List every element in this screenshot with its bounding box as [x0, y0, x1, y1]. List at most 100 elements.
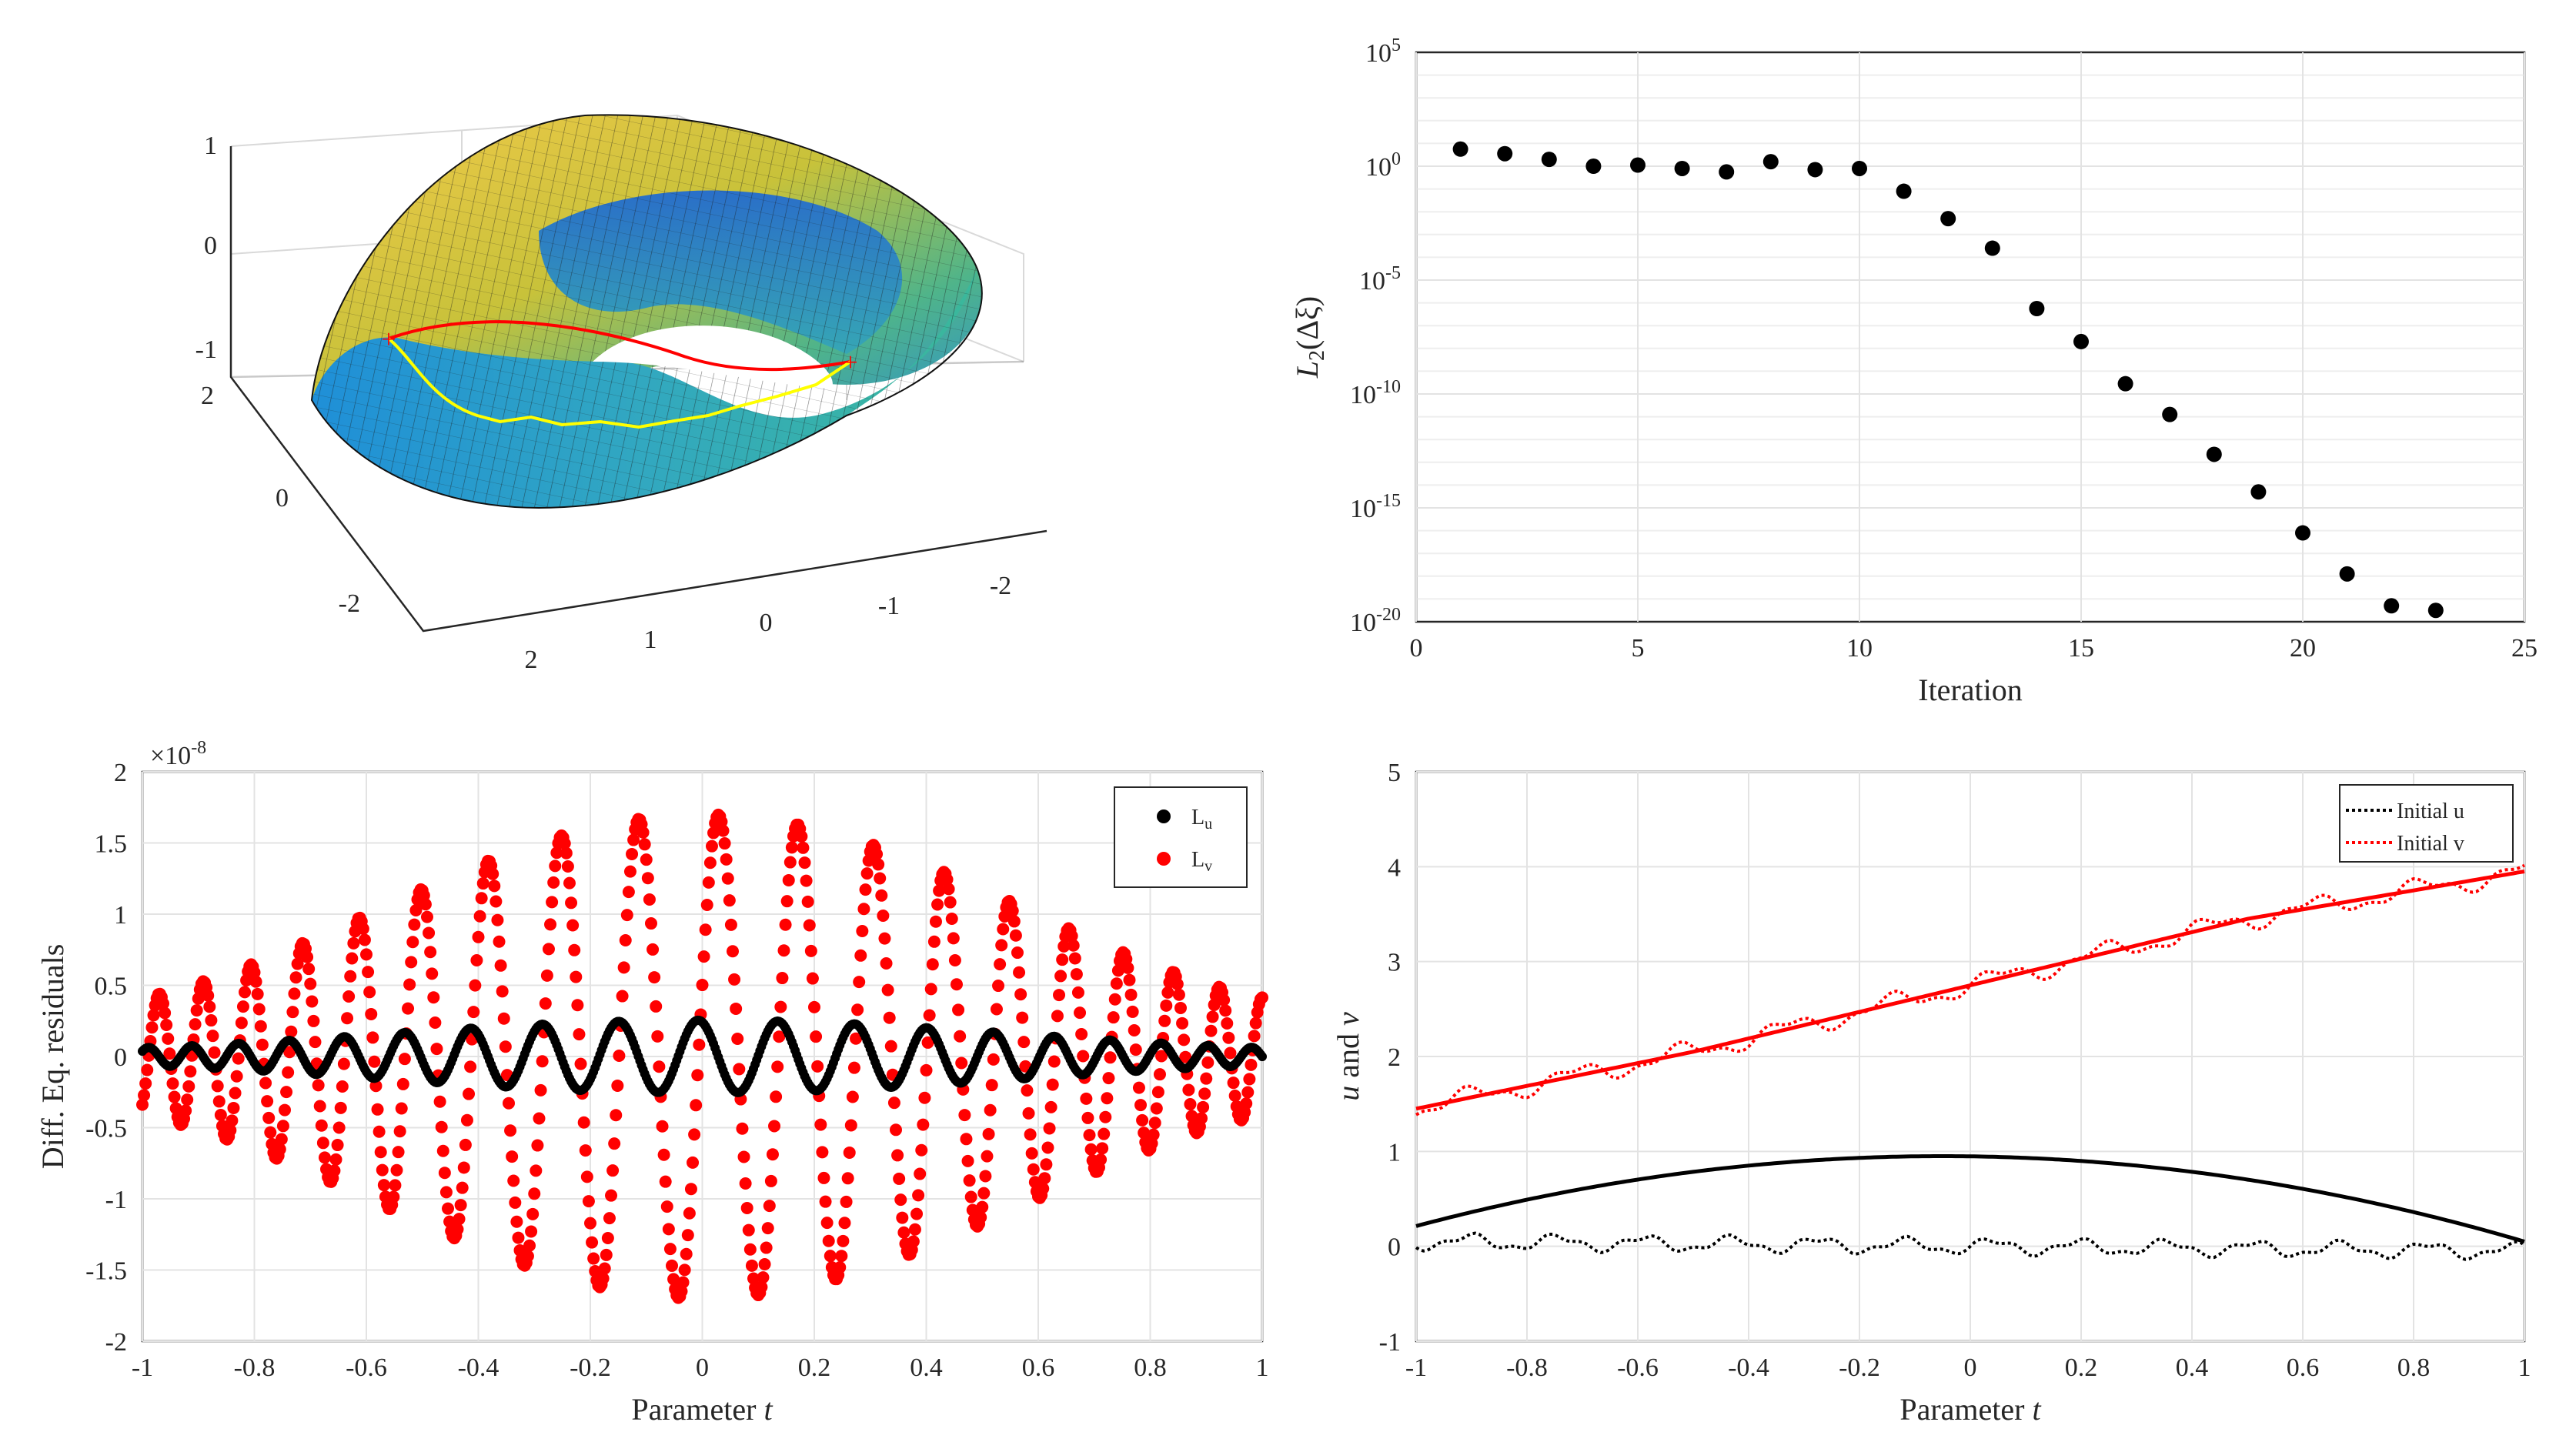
lv-point: [560, 846, 573, 860]
lv-point: [547, 876, 560, 889]
data-point: [1497, 145, 1513, 162]
lv-point: [785, 841, 798, 854]
x-tick-label: 10: [1846, 634, 1873, 663]
lv-point: [640, 853, 653, 866]
lv-point: [521, 1250, 534, 1263]
lv-point: [347, 936, 360, 950]
y-tick-label: 10-5: [1359, 263, 1401, 295]
lv-point: [650, 1000, 663, 1013]
y-tick-label: 1: [114, 901, 127, 930]
lv-point: [942, 883, 955, 896]
lv-point: [1124, 988, 1138, 1001]
lv-point: [771, 1060, 784, 1073]
lv-point: [881, 983, 894, 996]
data-point: [1762, 154, 1779, 170]
lv-point: [884, 1040, 897, 1053]
x-tick-label: -0.6: [346, 1354, 387, 1382]
lv-point: [927, 935, 941, 948]
lv-point: [528, 1187, 541, 1200]
lv-point: [236, 1000, 249, 1013]
lu-point: [1258, 1052, 1267, 1062]
lv-point: [1054, 970, 1067, 983]
lv-point: [872, 858, 885, 871]
lv-point: [880, 957, 893, 970]
y-tick-label: -1.5: [85, 1257, 127, 1286]
lv-point: [371, 1103, 384, 1116]
lv-point: [985, 1079, 998, 1092]
legend-label-lu: Lu: [1191, 806, 1212, 833]
lv-point: [915, 1143, 928, 1157]
lv-point: [994, 958, 1007, 971]
lv-point: [923, 1009, 936, 1022]
lv-point: [203, 1000, 216, 1013]
lv-point: [312, 1079, 325, 1092]
lv-point: [224, 1123, 237, 1137]
legend-marker-lu: [1157, 809, 1171, 823]
lv-point: [256, 1038, 269, 1051]
lv-point: [798, 856, 811, 870]
lv-point: [933, 884, 946, 897]
lv-point: [459, 1138, 472, 1151]
lv-point: [1037, 1182, 1050, 1195]
lv-point: [489, 895, 503, 908]
lv-point: [341, 1012, 354, 1025]
lv-point: [259, 1076, 272, 1090]
lv-point: [301, 950, 314, 963]
lv-point: [398, 1053, 411, 1066]
lv-point: [460, 1113, 473, 1127]
lv-point: [801, 895, 814, 908]
lv-point: [680, 1247, 693, 1260]
lv-point: [1080, 1092, 1093, 1105]
lv-point: [565, 896, 578, 910]
lv-point: [702, 876, 715, 889]
y-tick-label: 3: [1388, 949, 1401, 977]
lv-point: [1224, 1046, 1237, 1060]
x-axis-label: Parameter t: [631, 1392, 773, 1427]
lv-point: [761, 1222, 774, 1235]
x-tick: 0: [760, 609, 773, 637]
lv-point: [977, 1187, 991, 1200]
lv-point: [963, 1174, 976, 1187]
lv-point: [726, 945, 739, 958]
lv-point: [563, 876, 576, 890]
lv-point: [941, 873, 954, 886]
lv-point: [766, 1148, 779, 1161]
lv-point: [1147, 1128, 1160, 1141]
lv-point: [1153, 1068, 1166, 1081]
x-tick-label: -0.2: [1839, 1354, 1880, 1382]
lv-point: [955, 1056, 968, 1070]
lv-point: [1070, 968, 1083, 981]
lv-point: [332, 1121, 346, 1134]
x-tick: -2: [990, 572, 1011, 600]
lv-point: [504, 1124, 517, 1137]
lv-point: [1057, 940, 1071, 953]
lv-point: [893, 1172, 906, 1185]
lv-point: [1027, 1163, 1040, 1176]
lv-point: [1176, 1016, 1189, 1030]
lv-point: [931, 898, 944, 911]
lv-point: [392, 1146, 405, 1159]
lv-point: [318, 1151, 331, 1164]
x-tick-label: -0.8: [234, 1354, 276, 1382]
lv-point: [1178, 1033, 1191, 1046]
lv-point: [835, 1250, 848, 1263]
lv-point: [1016, 1011, 1029, 1024]
lv-point: [506, 1150, 519, 1163]
u-v-plot: -1 -0.8 -0.6 -0.4 -0.2 0 0.2 0.4 0.6 0.8 1 5 4 3 2 1 0 -1…: [1331, 759, 2531, 1427]
lv-point: [1065, 930, 1078, 943]
lv-point: [808, 1000, 820, 1013]
lv-point: [717, 824, 730, 837]
lv-point: [467, 1006, 480, 1019]
data-point: [1984, 240, 2000, 256]
lv-point: [747, 1272, 760, 1285]
x-tick-label: 0.8: [2397, 1354, 2431, 1382]
lv-point: [929, 915, 942, 928]
lv-point: [1038, 1172, 1051, 1185]
lv-point: [1222, 1031, 1235, 1044]
lv-point: [908, 1223, 921, 1236]
lv-point: [1174, 1001, 1187, 1014]
x-tick-label: 25: [2511, 634, 2538, 663]
lv-point: [313, 1100, 326, 1113]
y-tick-label: -1: [105, 1186, 127, 1214]
lv-point: [1009, 929, 1022, 942]
